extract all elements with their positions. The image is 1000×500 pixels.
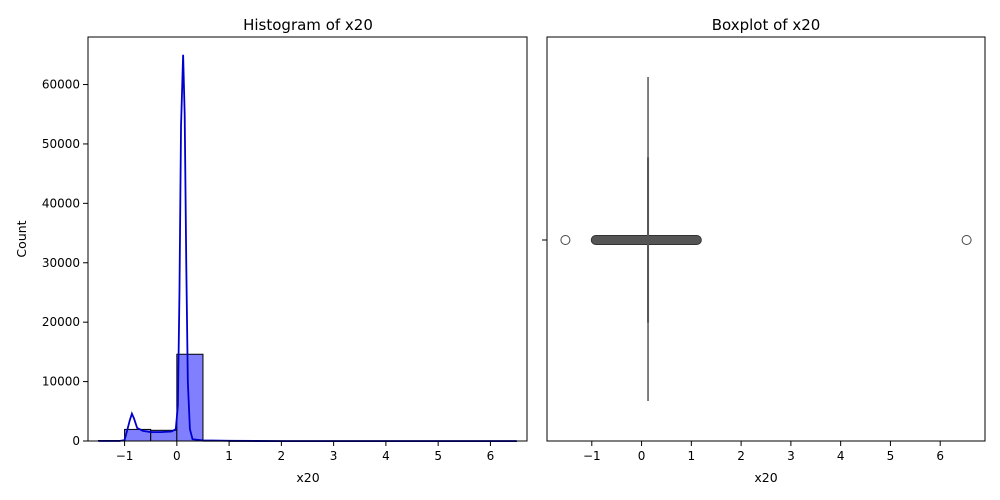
- x-tick-label: 2: [737, 449, 745, 463]
- x-tick-label: 1: [225, 449, 233, 463]
- x-tick-label: 5: [434, 449, 442, 463]
- x-tick-label: 6: [487, 449, 495, 463]
- histogram-y-ticks: 0 10000 20000 30000 40000 50000 60000: [42, 78, 88, 448]
- boxplot-frame: [546, 36, 986, 442]
- x-tick-label: −1: [583, 449, 601, 463]
- boxplot-x-label: x20: [754, 470, 777, 485]
- histogram-title: Histogram of x20: [243, 16, 373, 34]
- x-tick-label: 6: [936, 449, 944, 463]
- x-tick-label: 4: [837, 449, 845, 463]
- histogram-x-ticks: −1 0 1 2 3 4 5 6: [116, 441, 495, 463]
- outlier-point: [560, 235, 571, 245]
- box-body: [647, 157, 650, 323]
- histogram-y-label: Count: [14, 220, 29, 257]
- x-tick-label: 4: [382, 449, 390, 463]
- y-tick-label: 30000: [42, 256, 80, 270]
- outlier-band: [590, 235, 702, 245]
- histogram-frame: [87, 36, 528, 442]
- x-tick-label: 5: [887, 449, 895, 463]
- histogram-bars: [97, 353, 518, 442]
- y-tick-label: 10000: [42, 375, 80, 389]
- histogram-x-label: x20: [296, 470, 319, 485]
- y-tick-label: 0: [72, 434, 80, 448]
- x-tick-label: 0: [173, 449, 181, 463]
- y-tick-label: 20000: [42, 315, 80, 329]
- x-tick-label: −1: [116, 449, 134, 463]
- outlier-point: [961, 235, 972, 245]
- x-tick-label: 2: [278, 449, 286, 463]
- boxplot-panel: Boxplot of x20 −1 0 1 2 3 4 5 6 x20: [542, 16, 986, 485]
- y-tick-label: 50000: [42, 137, 80, 151]
- x-tick-label: 3: [787, 449, 795, 463]
- x-tick-label: 3: [330, 449, 338, 463]
- histogram-panel: Histogram of x20 −1 0 1 2 3 4 5 6 0 10000 20000 30…: [14, 16, 528, 485]
- x-tick-label: 1: [688, 449, 696, 463]
- kde-line: [98, 54, 517, 442]
- x-tick-label: 0: [638, 449, 646, 463]
- boxplot-x-ticks: −1 0 1 2 3 4 5 6: [583, 441, 944, 463]
- boxplot-marks: [560, 77, 972, 401]
- y-tick-label: 40000: [42, 196, 80, 210]
- boxplot-title: Boxplot of x20: [712, 16, 821, 34]
- y-tick-label: 60000: [42, 78, 80, 92]
